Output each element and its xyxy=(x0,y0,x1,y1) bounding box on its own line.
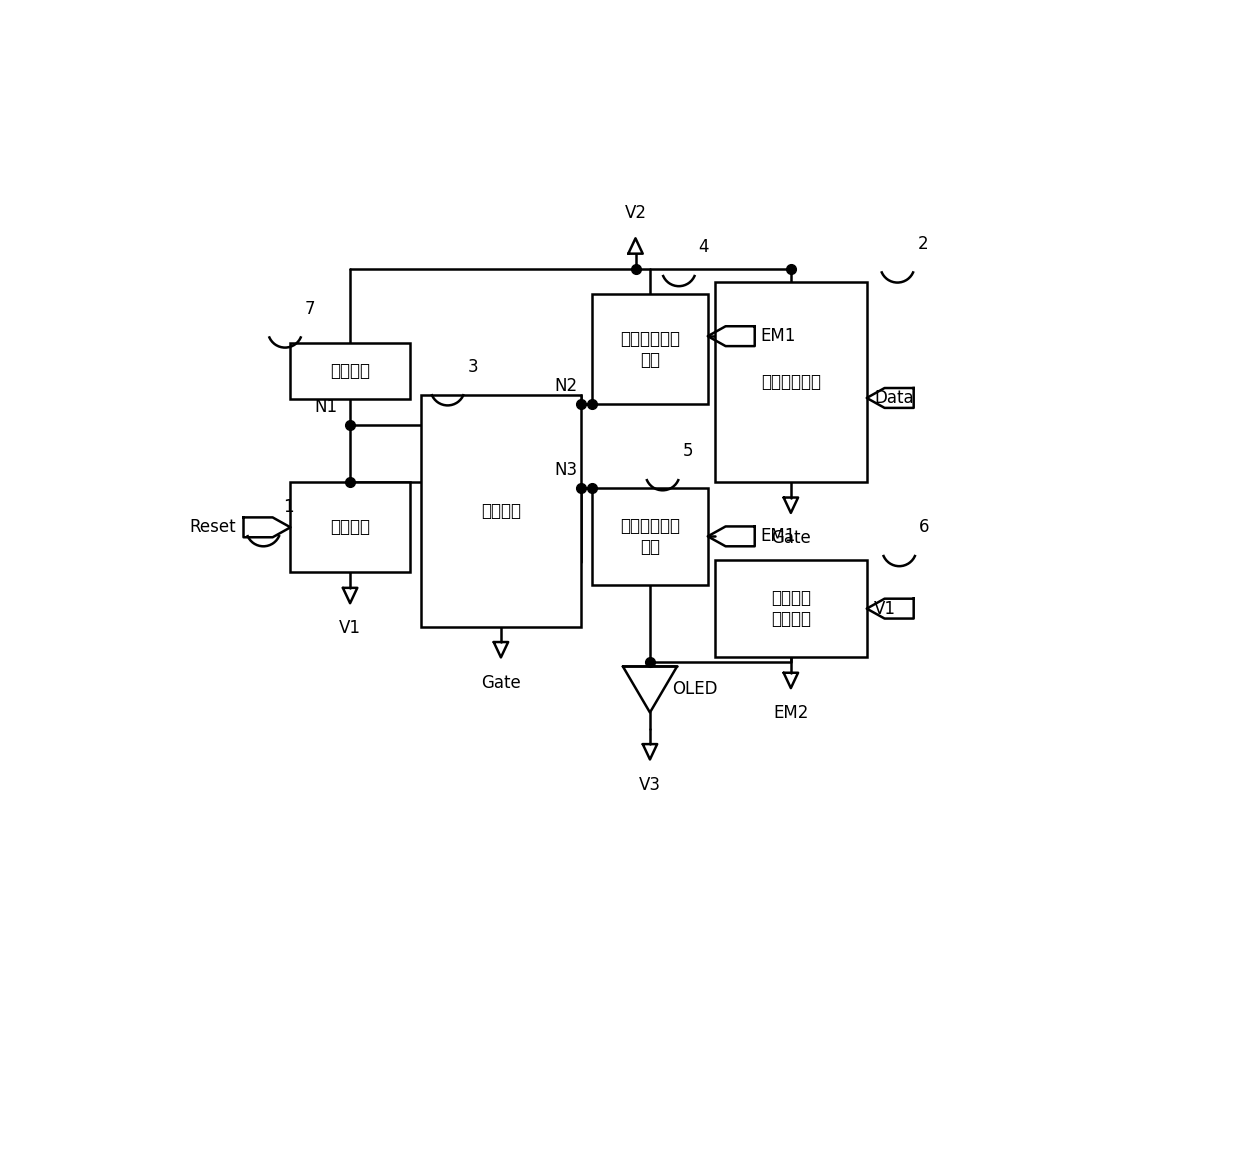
Bar xyxy=(290,343,409,399)
Text: N1: N1 xyxy=(314,399,337,416)
Text: EM2: EM2 xyxy=(774,704,808,723)
Text: 复位模块: 复位模块 xyxy=(330,518,370,536)
Bar xyxy=(715,282,867,482)
Text: OLED: OLED xyxy=(672,680,718,698)
Bar xyxy=(420,395,582,626)
Text: V1: V1 xyxy=(339,619,361,637)
Text: V3: V3 xyxy=(639,775,661,794)
Text: 第二发光控制
模块: 第二发光控制 模块 xyxy=(620,517,680,556)
Text: Gate: Gate xyxy=(771,529,811,547)
Text: N3: N3 xyxy=(554,461,578,479)
Bar xyxy=(290,482,409,572)
Text: 1: 1 xyxy=(283,499,294,516)
Text: 数据写入模块: 数据写入模块 xyxy=(761,373,821,391)
Text: 第一发光控制
模块: 第一发光控制 模块 xyxy=(620,330,680,368)
Text: V1: V1 xyxy=(874,599,897,618)
Text: 驱动模块: 驱动模块 xyxy=(481,502,521,520)
Bar xyxy=(593,488,708,585)
Text: Data: Data xyxy=(874,389,914,407)
Text: 7: 7 xyxy=(305,300,315,318)
Text: 4: 4 xyxy=(698,238,709,257)
Text: Reset: Reset xyxy=(190,518,237,536)
Text: N2: N2 xyxy=(554,378,578,395)
Text: EM1: EM1 xyxy=(760,327,796,345)
Text: 电容模块: 电容模块 xyxy=(330,362,370,380)
Text: 2: 2 xyxy=(918,235,928,252)
Text: 5: 5 xyxy=(682,442,693,461)
Bar xyxy=(715,560,867,657)
Text: Gate: Gate xyxy=(481,673,521,692)
Text: 阳极电位
控制模块: 阳极电位 控制模块 xyxy=(771,589,811,628)
Bar xyxy=(593,294,708,405)
Text: EM1: EM1 xyxy=(760,528,796,545)
Text: V2: V2 xyxy=(625,204,646,222)
Text: 3: 3 xyxy=(467,358,479,375)
Text: 6: 6 xyxy=(919,518,930,536)
